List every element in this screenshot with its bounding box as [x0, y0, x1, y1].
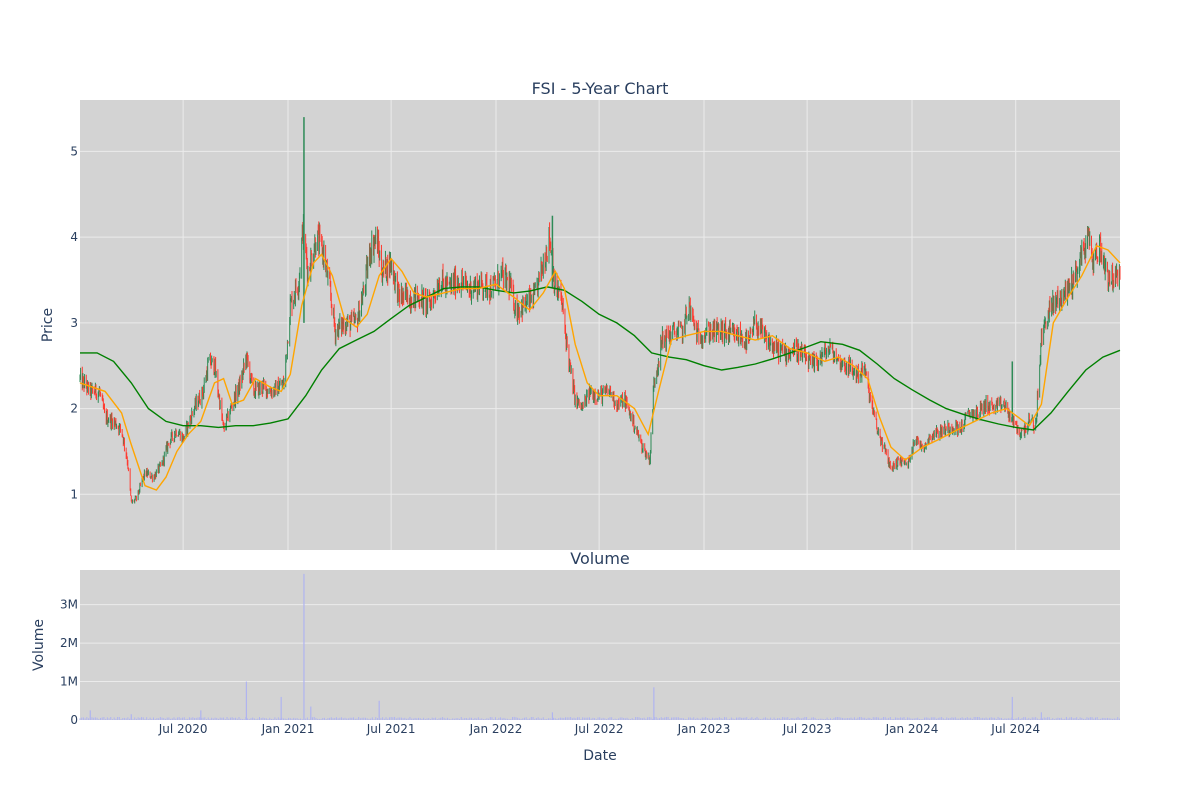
x-tick-label: Jul 2020 [158, 722, 208, 736]
x-tick-label: Jan 2024 [885, 722, 939, 736]
price-y-tick-label: 3 [70, 316, 78, 330]
x-axis-title: Date [583, 748, 616, 764]
ma-long-line [80, 286, 1121, 431]
x-tick-label: Jul 2021 [366, 722, 416, 736]
price-y-tick-label: 1 [70, 487, 78, 501]
x-tick-label: Jul 2023 [782, 722, 832, 736]
x-tick-label: Jan 2021 [261, 722, 315, 736]
price-y-tick-label: 5 [70, 144, 78, 158]
volume-y-ticks: 0 1M 2M 3M [60, 598, 78, 727]
date-x-ticks: Jul 2020 Jan 2021 Jul 2021 Jan 2022 Jul 2022… [158, 722, 1040, 736]
x-tick-label: Jul 2024 [990, 722, 1040, 736]
price-y-tick-label: 4 [70, 230, 78, 244]
volume-subplot-title: Volume [570, 549, 630, 568]
volume-y-tick-label: 1M [60, 675, 78, 689]
price-y-ticks: 1 2 3 4 5 [70, 144, 78, 501]
candlestick-series [79, 117, 1121, 504]
chart-title: FSI - 5-Year Chart [532, 79, 669, 98]
x-tick-label: Jan 2022 [469, 722, 523, 736]
price-y-tick-label: 2 [70, 402, 78, 416]
price-plot-background [80, 100, 1120, 550]
volume-y-axis-title: Volume [31, 619, 47, 671]
volume-y-tick-label: 0 [70, 713, 78, 727]
volume-bars [79, 573, 1120, 720]
volume-grid [80, 604, 1120, 683]
volume-y-tick-label: 3M [60, 598, 78, 612]
volume-y-tick-label: 2M [60, 636, 78, 650]
x-tick-label: Jan 2023 [677, 722, 731, 736]
ma-short-line [79, 244, 1121, 491]
x-tick-label: Jul 2022 [574, 722, 624, 736]
price-y-axis-title: Price [40, 308, 56, 342]
volume-plot-background [80, 570, 1120, 720]
price-grid [80, 100, 1120, 550]
